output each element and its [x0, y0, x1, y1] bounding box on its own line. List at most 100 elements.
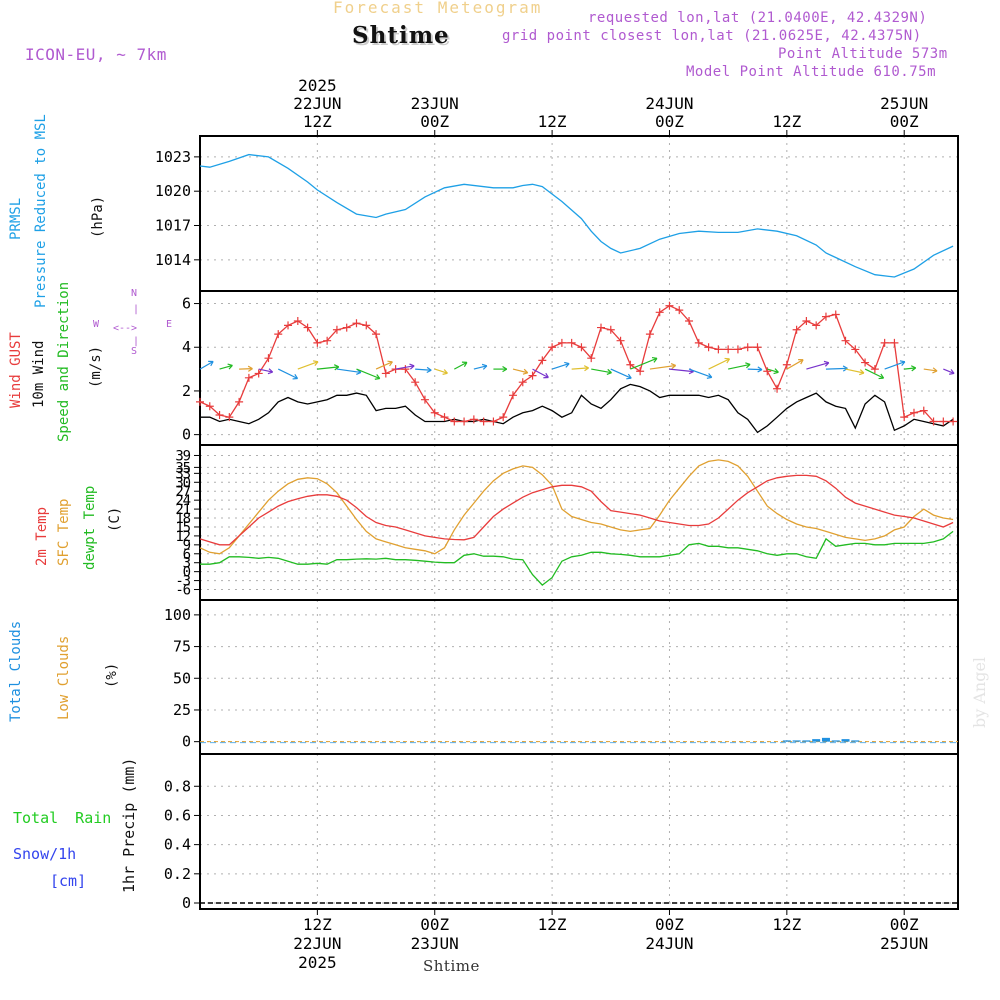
total-clouds-bar	[831, 740, 840, 742]
ytick-label-pressure: 1020	[155, 182, 191, 200]
chart-title: Forecast Meteogram	[333, 0, 543, 17]
wind-direction-arrowhead	[878, 373, 885, 380]
ytick-label-temp: 15	[175, 520, 191, 536]
wind-direction-arrowhead	[798, 359, 804, 365]
time-label-top: 22JUN	[293, 94, 341, 113]
wind-direction-arrow	[297, 361, 319, 370]
wind-direction-arrow	[434, 368, 448, 374]
dewpt-temp-line	[200, 530, 954, 586]
wind-direction-arrow	[571, 367, 589, 370]
compass-s: S	[131, 346, 138, 357]
compass-w: W	[93, 319, 100, 330]
wind-direction-arrow	[845, 368, 865, 374]
gust-marker	[235, 397, 244, 406]
gust-marker	[557, 338, 566, 347]
wind-direction-arrow	[786, 359, 804, 370]
gust-marker	[567, 338, 576, 347]
wind-direction-arrowhead	[208, 360, 214, 367]
wind-direction-arrow	[258, 368, 273, 373]
gust-marker	[861, 358, 870, 367]
ytick-label-temp: 9	[183, 538, 191, 554]
time-label-bottom: 00Z	[420, 915, 449, 934]
gust-marker	[469, 415, 478, 424]
wind-direction-arrowhead	[333, 364, 340, 371]
wind-direction-arrowhead	[773, 368, 779, 375]
wind-gust-label: Wind GUST	[8, 332, 24, 408]
time-label-bottom: 2025	[298, 953, 337, 972]
ytick-label-clouds: 0	[182, 733, 191, 751]
precip-axis-label: 1hr Precip (mm)	[120, 757, 138, 893]
sfc-temp-line	[199, 459, 954, 555]
total-clouds-bar	[782, 740, 791, 742]
gust-marker	[293, 317, 302, 326]
gust-marker	[900, 413, 909, 422]
watermark: by Angel	[970, 656, 989, 728]
wind-speed-line	[200, 383, 954, 434]
wind-10m-label: 10m Wind	[31, 340, 47, 408]
gust-marker	[616, 336, 625, 345]
wind-direction-arrowhead	[267, 368, 274, 375]
panel-frame-temp	[199, 444, 959, 601]
gust-marker	[225, 413, 234, 422]
time-label-top: 2025	[298, 76, 337, 95]
gust-marker	[626, 360, 635, 369]
gust-marker	[196, 397, 204, 406]
gust-marker	[499, 413, 508, 422]
wind-direction-arrow	[551, 362, 570, 370]
wind-direction-arrowhead	[543, 372, 549, 379]
gust-marker	[694, 338, 703, 347]
gust-marker	[284, 321, 293, 330]
gust-marker	[587, 354, 596, 363]
wind-direction-arrowhead	[247, 365, 253, 372]
gust-marker	[332, 325, 341, 334]
gust-marker	[675, 306, 684, 315]
total-clouds-bar	[821, 737, 830, 742]
ytick-label-wind: 2	[182, 382, 191, 400]
wind-direction-arrowhead	[932, 367, 938, 374]
total-clouds-bar	[841, 739, 850, 742]
time-label-top: 23JUN	[411, 94, 459, 113]
gust-marker	[792, 325, 801, 334]
gust-marker	[665, 301, 674, 310]
ytick-label-temp: 6	[183, 547, 191, 563]
gust-marker	[909, 408, 918, 417]
gust-marker	[880, 338, 889, 347]
requested-coords: requested lon,lat (21.0400E, 42.4329N)	[588, 10, 928, 26]
gust-marker	[489, 417, 498, 426]
ytick-label-temp: 27	[175, 484, 191, 500]
ytick-label-precip: 0.8	[164, 777, 191, 795]
wind-direction-arrow	[943, 368, 955, 374]
gust-marker	[450, 417, 459, 426]
ytick-label-precip: 0	[182, 894, 191, 912]
gust-marker	[655, 308, 664, 317]
gust-marker	[411, 378, 420, 387]
pressure-unit: (hPa)	[90, 195, 106, 238]
gust-marker	[264, 354, 273, 363]
wind-direction-arrow	[610, 368, 632, 379]
wind-direction-arrow	[317, 366, 339, 370]
ytick-label-temp: 24	[175, 493, 191, 509]
wind-direction-arrowhead	[724, 357, 731, 364]
wind-direction-arrowhead	[745, 362, 751, 369]
gust-marker	[870, 365, 879, 374]
temp-2m-label: 2m Temp	[34, 506, 50, 566]
ytick-label-temp: 12	[175, 529, 191, 545]
gust-marker	[773, 384, 782, 393]
gust-marker	[949, 417, 958, 426]
wind-direction-arrowhead	[522, 368, 529, 375]
wind-direction-arrowhead	[312, 360, 319, 367]
wind-direction-arrow	[923, 368, 938, 372]
gust-marker	[733, 345, 742, 354]
time-label-bottom: 22JUN	[293, 934, 341, 953]
gust-marker	[548, 343, 557, 352]
gust-marker	[841, 336, 850, 345]
wind-direction-arrow	[277, 368, 298, 380]
wind-direction-arrowhead	[374, 374, 381, 380]
wind-direction-label: Speed and Direction	[56, 281, 72, 442]
gust-marker	[303, 323, 312, 332]
gust-marker	[401, 365, 410, 374]
time-label-bottom: 12Z	[538, 915, 567, 934]
gust-marker	[440, 413, 449, 422]
gust-marker	[782, 360, 791, 369]
gust-marker	[597, 323, 606, 332]
